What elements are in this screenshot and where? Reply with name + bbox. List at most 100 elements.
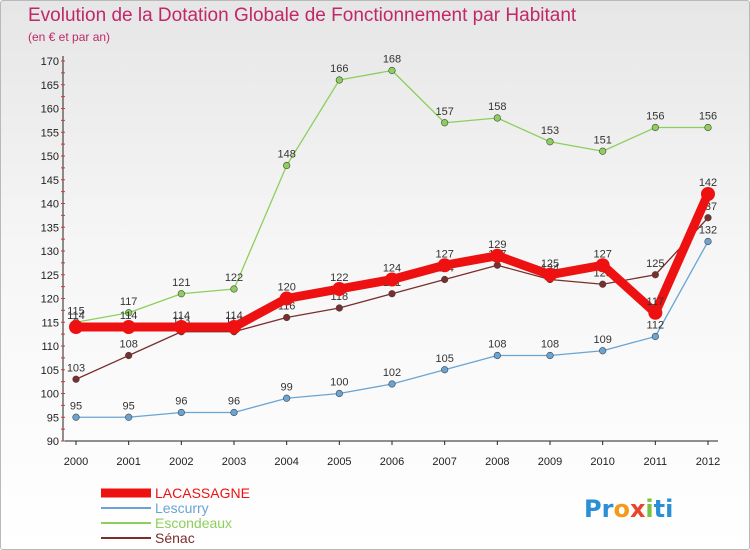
- data-point: [72, 375, 80, 383]
- data-point: [72, 413, 80, 421]
- data-point: [388, 66, 396, 75]
- data-point: [648, 305, 663, 320]
- data-label: 108: [541, 339, 559, 351]
- data-point: [385, 272, 399, 287]
- data-point: [388, 290, 396, 298]
- y-tick-label: 105: [41, 365, 59, 377]
- data-point: [177, 408, 185, 417]
- data-label: 117: [120, 296, 138, 308]
- data-label: 125: [541, 258, 559, 270]
- data-point: [332, 282, 347, 296]
- data-label: 122: [330, 272, 348, 284]
- data-point: [388, 380, 396, 388]
- data-label: 122: [225, 272, 243, 284]
- data-point: [125, 309, 133, 317]
- data-point: [230, 285, 238, 293]
- data-point: [701, 187, 715, 201]
- data-point: [704, 214, 712, 222]
- data-label: 127: [435, 248, 453, 260]
- x-tick-label: 2002: [169, 456, 193, 468]
- proxiti-logo: Proxiti: [584, 495, 673, 523]
- data-label: 103: [67, 362, 85, 374]
- data-label: 114: [225, 310, 243, 322]
- x-tick-label: 2012: [696, 456, 720, 468]
- y-tick-label: 165: [41, 80, 59, 92]
- data-point: [335, 389, 343, 398]
- x-tick-label: 2003: [222, 456, 246, 468]
- y-tick-label: 170: [41, 56, 59, 68]
- data-label: 115: [67, 305, 85, 317]
- y-tick-label: 130: [41, 246, 59, 258]
- data-point: [493, 114, 501, 122]
- data-point: [335, 76, 343, 84]
- data-label: 108: [119, 339, 137, 351]
- data-point: [283, 313, 291, 322]
- data-point: [599, 147, 607, 155]
- data-label: 120: [277, 282, 295, 294]
- data-point: [651, 332, 659, 341]
- series-line: [71, 189, 713, 332]
- data-point: [493, 351, 501, 360]
- data-label: 114: [67, 310, 85, 322]
- data-label: 96: [175, 396, 187, 408]
- data-point: [69, 320, 83, 334]
- data-label: 156: [646, 111, 664, 123]
- data-point: [437, 258, 452, 273]
- data-point: [125, 413, 133, 421]
- y-tick-label: 150: [41, 151, 59, 163]
- data-point: [546, 351, 554, 360]
- data-point: [125, 351, 133, 360]
- data-point: [335, 304, 343, 312]
- data-label: 99: [281, 381, 293, 393]
- y-tick-label: 145: [41, 175, 59, 187]
- data-label: 127: [593, 248, 611, 260]
- data-point: [283, 161, 291, 170]
- data-label: 156: [699, 111, 717, 123]
- x-tick-label: 2008: [485, 456, 509, 468]
- data-point: [441, 275, 449, 284]
- data-label: 125: [646, 258, 664, 270]
- y-tick-label: 100: [41, 389, 59, 401]
- data-point: [493, 261, 501, 269]
- data-point: [599, 280, 607, 288]
- chart-subtitle: (en € et par an): [28, 30, 111, 44]
- data-label: 95: [70, 400, 82, 412]
- data-label: 129: [488, 239, 506, 251]
- legend-label: Sénac: [155, 530, 195, 546]
- data-label: 102: [383, 367, 401, 379]
- data-point: [546, 138, 554, 146]
- data-label: 153: [541, 125, 559, 137]
- data-point: [490, 248, 505, 263]
- data-label: 121: [172, 277, 190, 289]
- x-tick-label: 2006: [380, 456, 404, 468]
- data-label: 96: [228, 396, 240, 408]
- x-tick-label: 2009: [538, 456, 562, 468]
- data-label: 142: [699, 177, 717, 189]
- chart-title: Evolution de la Dotation Globale de Fonc…: [28, 5, 577, 26]
- data-point: [599, 347, 607, 355]
- y-tick-label: 160: [41, 104, 59, 116]
- data-label: 117: [647, 296, 665, 308]
- y-tick-label: 110: [41, 341, 59, 353]
- data-point: [230, 408, 238, 417]
- data-point: [279, 291, 294, 306]
- legend-label: Escondeaux: [155, 515, 232, 531]
- series-line: [75, 217, 709, 380]
- data-label: 148: [277, 149, 295, 161]
- data-label: 112: [647, 320, 665, 332]
- x-tick-label: 2005: [327, 456, 351, 468]
- data-label: 108: [488, 339, 506, 351]
- legend-label: Lescurry: [155, 500, 209, 516]
- y-tick-label: 95: [47, 412, 59, 424]
- data-label: 168: [383, 54, 401, 66]
- data-label: 114: [120, 310, 138, 322]
- data-point: [177, 290, 185, 298]
- legend-label: LACASSAGNE: [155, 485, 250, 501]
- data-point: [441, 366, 449, 374]
- data-point: [704, 123, 712, 132]
- data-label: 105: [435, 353, 453, 365]
- y-tick-label: 115: [41, 317, 59, 329]
- y-tick-label: 135: [41, 222, 59, 234]
- data-label: 109: [593, 334, 611, 346]
